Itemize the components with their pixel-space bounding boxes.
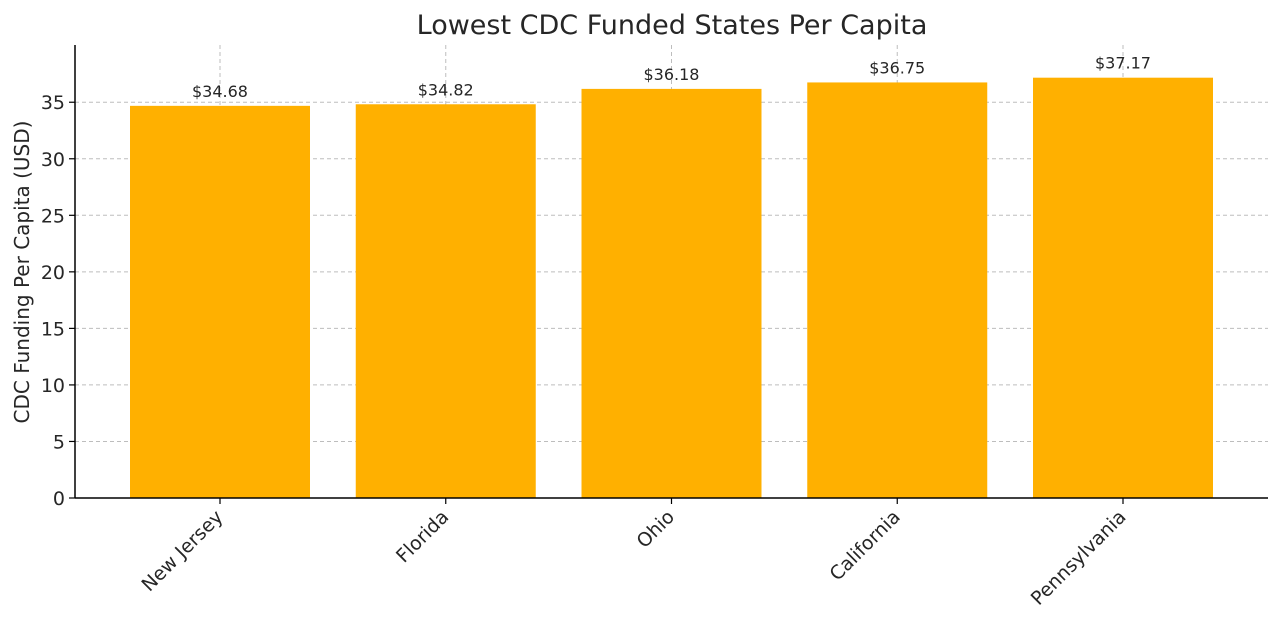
bars [130,77,1213,499]
bar-florida [355,104,536,499]
bar-value-label: $37.17 [1095,54,1151,73]
x-tick-label: California [825,506,904,585]
y-tick-label: 35 [41,92,65,114]
chart-title: Lowest CDC Funded States Per Capita [417,10,928,41]
y-tick-label: 15 [41,318,65,340]
bar-value-label: $36.18 [644,65,700,84]
bar-value-label: $34.68 [192,82,248,101]
y-tick-label: 20 [41,262,65,284]
x-tick-label: Florida [392,506,453,567]
y-tick-label: 5 [53,431,65,453]
y-axis-label: CDC Funding Per Capita (USD) [10,121,34,424]
bar-new-jersey [130,105,310,498]
x-tick-label: Pennsylvania [1027,506,1131,610]
y-tick-label: 10 [41,375,65,397]
y-tick-label: 0 [53,488,65,510]
x-tick-label: New Jersey [137,506,227,596]
bar-value-label: $34.82 [418,80,474,99]
x-tick-label: Ohio [632,506,679,553]
bar-ohio [581,88,762,498]
data-labels: $34.68 $34.82 $36.18 $36.75 $37.17 [192,54,1151,101]
bar-value-label: $36.75 [869,58,925,77]
bar-pennsylvania [1033,77,1213,498]
bar-california [807,82,988,498]
y-tick-label: 30 [41,149,65,171]
y-tick-label: 25 [41,205,65,227]
